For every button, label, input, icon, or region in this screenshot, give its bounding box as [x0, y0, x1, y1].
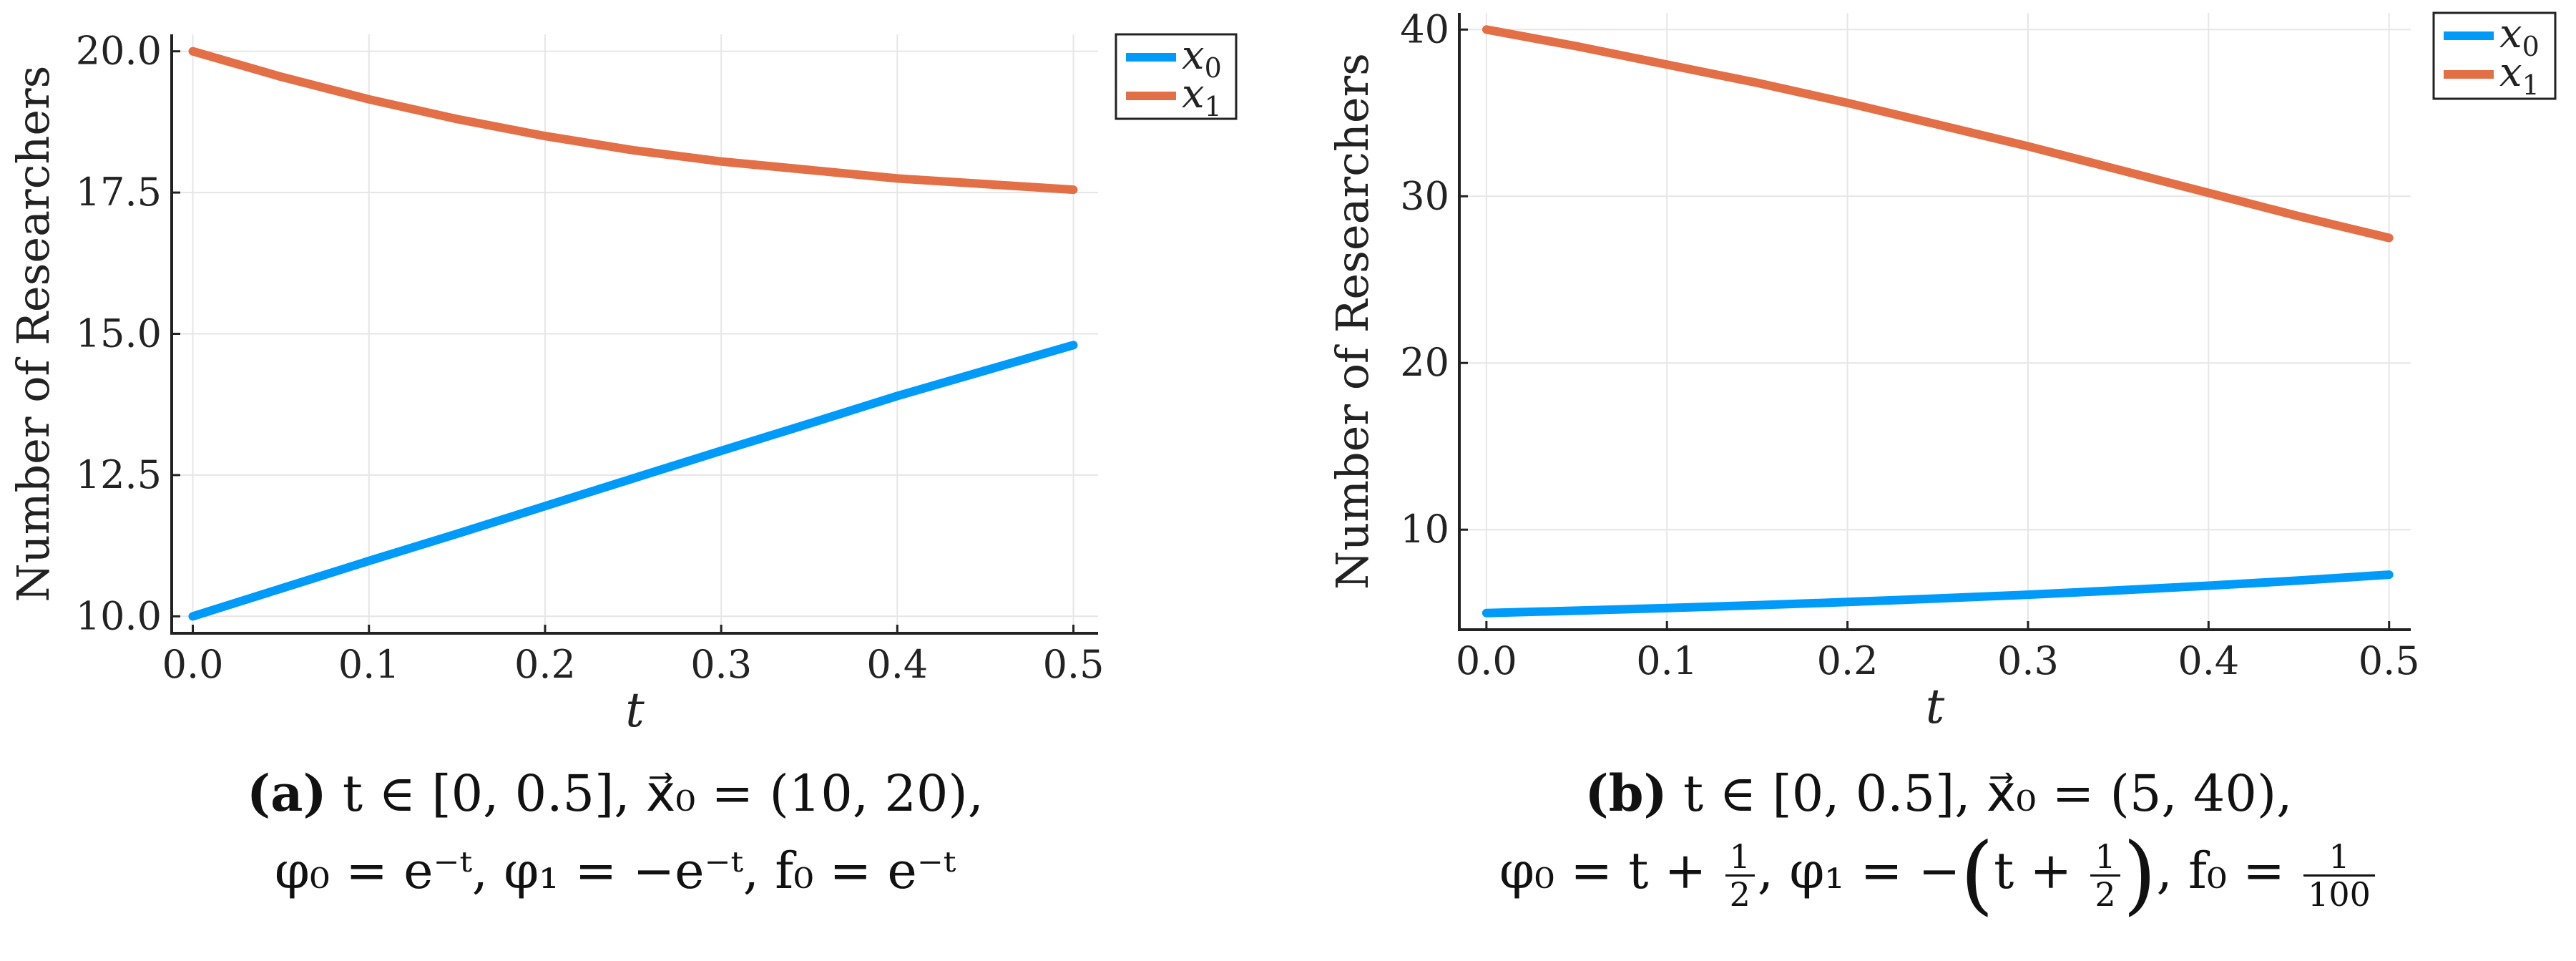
caption-b-phi1: , φ₁ = −: [1757, 842, 1961, 900]
series-line-x0: [1482, 570, 2394, 618]
x-tick-label: 0.5: [2359, 638, 2420, 683]
series-line-x1: [188, 47, 1078, 195]
legend-label-subscript: 0: [1205, 52, 1222, 84]
x-tick-label: 0.5: [1043, 642, 1105, 687]
x-tick-label: 0.0: [162, 642, 224, 687]
series-line-x1: [1482, 25, 2394, 243]
caption-b-label: (b): [1585, 764, 1667, 823]
x-axis-label: t: [625, 683, 645, 738]
fraction-denominator: 2: [1729, 874, 1750, 914]
caption-b-f0-fraction: 1 100: [2303, 839, 2375, 912]
x-tick-label: 0.4: [2178, 638, 2239, 683]
caption-a-label: (a): [247, 764, 327, 823]
legend-box: [1115, 33, 1238, 120]
x-tick-label: 0.3: [690, 642, 752, 687]
x-tick-label: 0.1: [1636, 638, 1698, 683]
y-tick-label: 17.5: [76, 170, 162, 215]
fraction-denominator: 100: [2308, 874, 2371, 914]
fraction-denominator: 2: [2095, 874, 2116, 914]
legend-label-subscript: 1: [1205, 91, 1222, 122]
fraction-numerator: 1: [1725, 839, 1755, 877]
caption-b-phi1-inner: t +: [1994, 842, 2072, 900]
legend-label-x1: x1: [2499, 49, 2540, 101]
legend-box: [2432, 11, 2557, 100]
series-line-x0: [188, 341, 1078, 621]
caption-b-open-paren: (: [1960, 825, 1994, 925]
caption-a-line2: φ₀ = e⁻ᵗ, φ₁ = −e⁻ᵗ, f₀ = e⁻ᵗ: [274, 842, 956, 900]
chart-panel-a: 0.0 0.1 0.2 0.3 0.4 0.5 10.0 12.5 15.0 17.5 20.0 t N…: [7, 29, 1238, 738]
caption-a-line1-text: t ∈ [0, 0.5], x⃗₀ = (10, 20),: [342, 764, 984, 823]
y-tick-label: 20.0: [76, 29, 162, 74]
y-tick-label: 40: [1400, 6, 1449, 52]
legend-label-subscript: 0: [2522, 31, 2540, 62]
y-tick-label: 30: [1400, 173, 1449, 218]
y-tick-label: 10.0: [76, 593, 162, 638]
y-tick-label: 10: [1400, 507, 1449, 552]
y-tick-label: 12.5: [76, 452, 162, 497]
y-tick-label: 15.0: [76, 311, 162, 356]
caption-a: (a) t ∈ [0, 0.5], x⃗₀ = (10, 20), φ₀ = e…: [0, 755, 1230, 909]
x-tick-label: 0.3: [1997, 638, 2059, 683]
caption-a-line1: (a) t ∈ [0, 0.5], x⃗₀ = (10, 20),: [0, 755, 1230, 832]
x-axis-label: t: [1926, 679, 1945, 734]
x-tick-label: 0.2: [1817, 638, 1879, 683]
caption-b-line1: (b) t ∈ [0, 0.5], x⃗₀ = (5, 40),: [1316, 755, 2561, 832]
y-tick-label: 20: [1400, 340, 1449, 385]
caption-b: (b) t ∈ [0, 0.5], x⃗₀ = (5, 40), φ₀ = t …: [1316, 755, 2561, 918]
x-tick-label: 0.0: [1456, 638, 1517, 683]
fraction-numerator: 1: [2303, 839, 2375, 877]
legend-label-subscript: 1: [2522, 69, 2540, 101]
caption-b-line1-text: t ∈ [0, 0.5], x⃗₀ = (5, 40),: [1683, 764, 2293, 823]
y-axis-label: Number of Researchers: [1326, 53, 1378, 590]
x-tick-label: 0.4: [866, 642, 928, 687]
y-axis-label: Number of Researchers: [7, 66, 59, 603]
caption-b-phi0: φ₀ = t +: [1499, 842, 1707, 900]
fraction-numerator: 1: [2090, 839, 2120, 877]
caption-b-close-paren: ): [2122, 825, 2157, 925]
caption-b-f0: , f₀ =: [2156, 842, 2285, 900]
x-tick-label: 0.2: [514, 642, 576, 687]
x-tick-label: 0.1: [338, 642, 400, 687]
